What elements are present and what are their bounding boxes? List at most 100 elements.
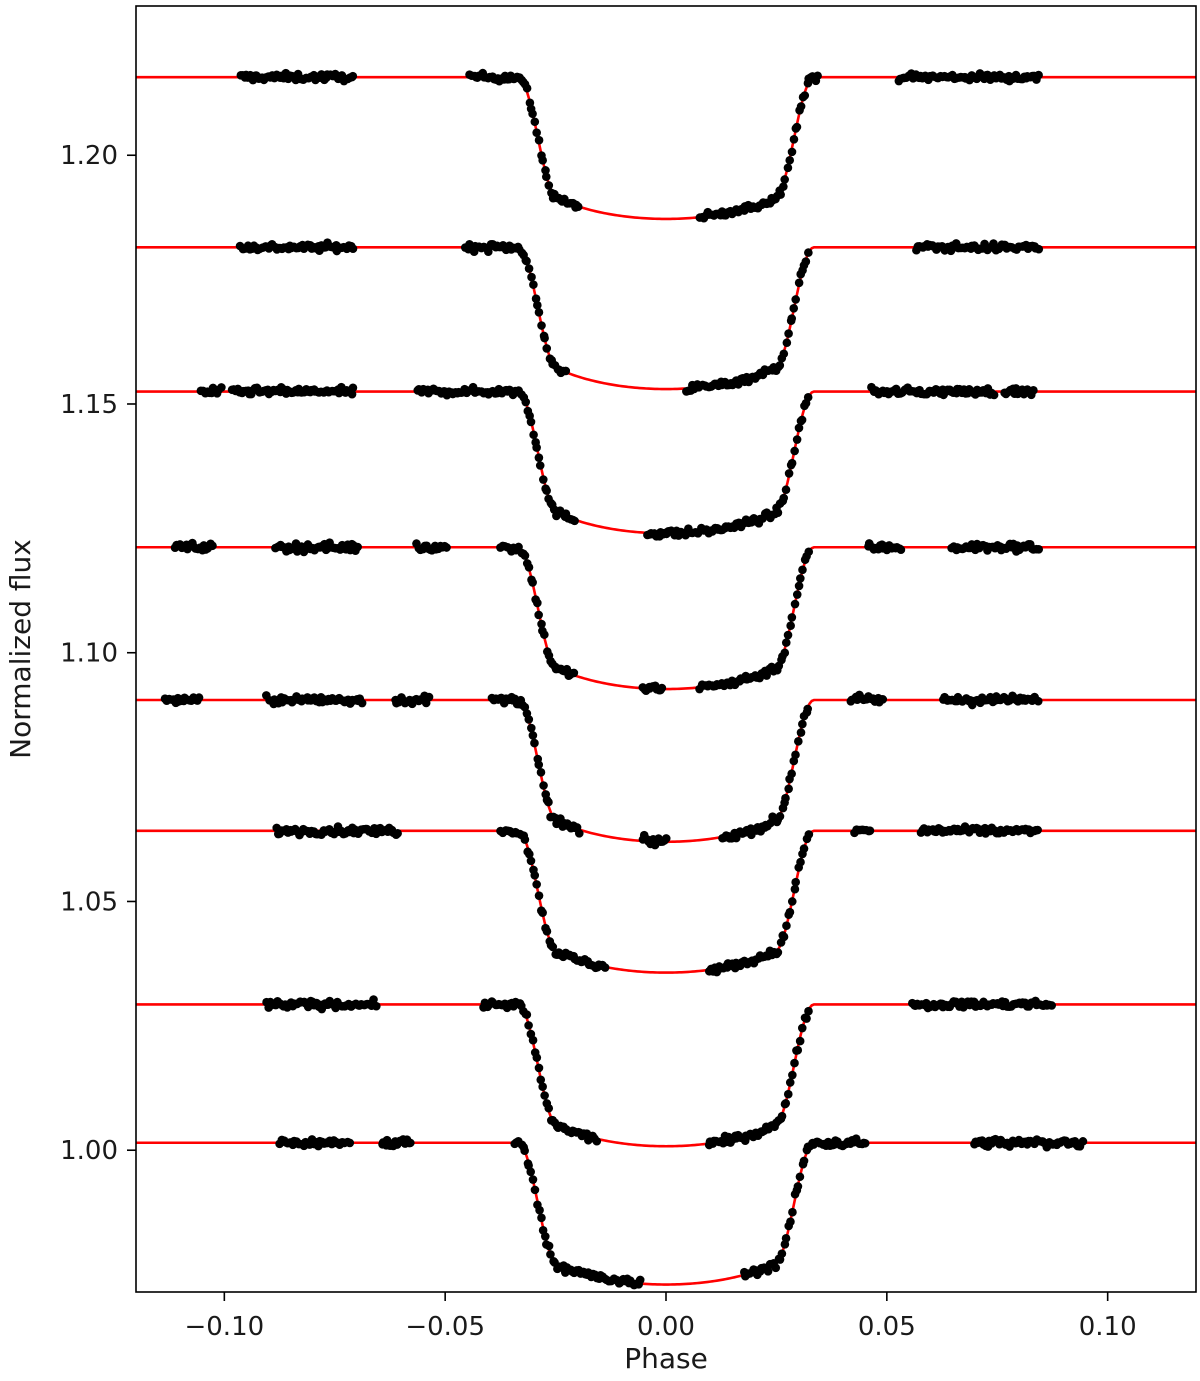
data-point [1034, 244, 1044, 254]
data-point [1033, 825, 1042, 835]
data-point [528, 578, 537, 587]
data-point [781, 1099, 791, 1108]
data-point [795, 1172, 805, 1182]
data-point [369, 995, 378, 1004]
data-point [789, 303, 799, 313]
data-point [777, 1249, 787, 1258]
data-point [542, 486, 551, 495]
data-point [534, 891, 544, 900]
data-point [779, 349, 789, 359]
data-point [532, 128, 541, 137]
data-point [532, 1053, 542, 1062]
data-point [989, 239, 998, 248]
data-point [635, 1275, 645, 1285]
data-point [541, 166, 550, 175]
data-point [796, 728, 806, 737]
data-point [520, 1146, 529, 1156]
data-point [534, 308, 544, 317]
data-point [540, 630, 549, 639]
data-point [348, 383, 358, 393]
data-point [527, 272, 536, 282]
data-point [790, 1058, 799, 1068]
data-point [522, 83, 532, 93]
data-point [538, 1082, 547, 1092]
data-point [787, 147, 797, 157]
data-point [541, 172, 551, 182]
data-point [530, 738, 539, 748]
data-point [537, 321, 546, 330]
data-point [798, 719, 807, 729]
data-point [804, 1006, 813, 1016]
data-point [544, 797, 553, 807]
data-point [813, 71, 822, 81]
data-point [539, 781, 548, 790]
data-point [794, 423, 804, 433]
data-point [804, 547, 814, 557]
data-point [546, 1250, 555, 1259]
data-point [794, 278, 804, 288]
data-point [1029, 386, 1038, 395]
data-point [782, 338, 792, 348]
data-point [592, 1136, 602, 1146]
data-point [530, 1185, 540, 1195]
data-point [536, 1075, 546, 1085]
data-point [526, 1167, 536, 1177]
data-point [799, 1156, 809, 1166]
data-point [537, 1213, 546, 1223]
data-point [525, 849, 534, 859]
data-point [784, 469, 794, 478]
data-point [534, 453, 544, 462]
data-point [542, 344, 552, 353]
x-tick-label: 0.05 [858, 1312, 916, 1342]
data-point [775, 812, 785, 821]
data-point [780, 648, 790, 658]
data-point [544, 181, 554, 190]
data-point [573, 202, 583, 212]
data-point [781, 793, 790, 803]
data-point [781, 638, 791, 647]
data-point [530, 871, 540, 880]
data-point [600, 963, 610, 972]
data-point [799, 844, 809, 853]
data-point [524, 562, 534, 572]
data-point [776, 190, 785, 199]
data-point [762, 671, 771, 680]
data-point [803, 704, 813, 714]
data-point [783, 1089, 793, 1099]
data-point [804, 830, 814, 839]
data-point [797, 1023, 807, 1033]
data-point [779, 182, 788, 191]
data-point [1033, 696, 1043, 706]
data-point [534, 135, 544, 145]
data-point [786, 1217, 795, 1226]
data-point [520, 835, 530, 844]
data-point [1047, 1001, 1057, 1010]
data-point [544, 1103, 554, 1113]
data-point [784, 329, 793, 338]
data-point [787, 314, 797, 323]
data-point [524, 715, 534, 724]
data-point [787, 897, 797, 906]
data-point [787, 613, 797, 622]
data-point [544, 1241, 554, 1251]
data-point [785, 155, 795, 165]
data-point [528, 731, 538, 740]
data-point [535, 1205, 544, 1215]
data-point [794, 581, 804, 591]
y-tick-label: 1.15 [60, 390, 118, 420]
data-point [783, 630, 793, 640]
data-point [802, 1014, 811, 1023]
data-point [561, 366, 571, 376]
data-point [773, 508, 783, 517]
data-point [357, 698, 367, 708]
data-point [797, 415, 807, 425]
x-tick-label: 0.00 [637, 1312, 695, 1342]
data-point [792, 122, 802, 132]
x-tick-label: −0.05 [405, 1312, 485, 1342]
data-point [803, 392, 813, 402]
data-point [520, 551, 530, 560]
y-tick-label: 1.10 [60, 639, 118, 669]
data-point [788, 1070, 797, 1080]
